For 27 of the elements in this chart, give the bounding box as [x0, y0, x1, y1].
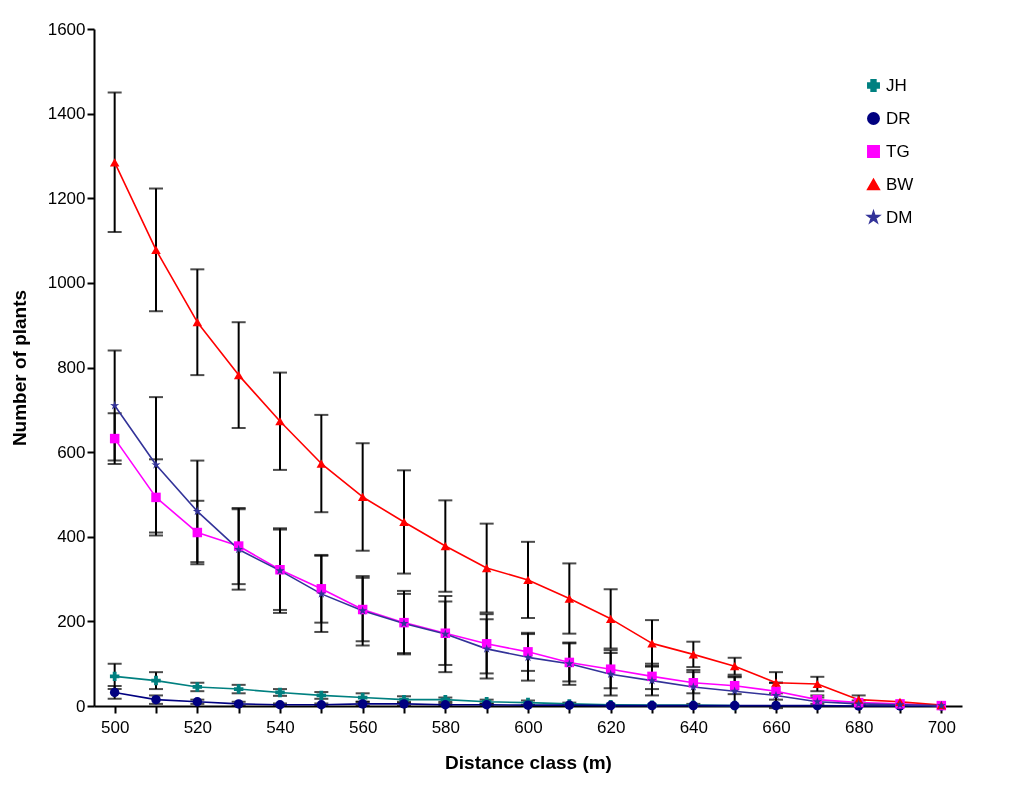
x-axis-title: Distance class (m)	[445, 751, 612, 773]
y-tick-label: 1600	[47, 19, 86, 39]
y-tick-label: 800	[57, 358, 86, 377]
y-axis-title: Number of plants	[8, 289, 30, 447]
x-tick-label: 500	[100, 717, 130, 737]
x-tick-label: 680	[844, 717, 874, 737]
x-tick-label: 620	[596, 717, 626, 737]
x-tick-label: 540	[266, 717, 295, 737]
y-tick-label: 1400	[47, 104, 86, 124]
y-tick-label: 200	[57, 611, 86, 631]
legend-label: TG	[886, 141, 910, 161]
y-tick-label: 600	[57, 442, 86, 462]
x-tick-label: 700	[927, 717, 957, 737]
legend-label: DM	[886, 207, 913, 227]
x-tick-label: 520	[183, 717, 213, 737]
legend-label: BW	[886, 174, 914, 194]
x-tick-label: 640	[679, 717, 709, 737]
y-tick-label: 1000	[47, 273, 86, 293]
x-tick-label: 580	[431, 717, 461, 737]
legend-label: JH	[886, 75, 907, 95]
y-tick-label: 400	[57, 527, 86, 547]
y-tick-label: 0	[76, 696, 86, 716]
x-tick-label: 560	[348, 717, 378, 737]
legend-label: DR	[886, 108, 911, 128]
y-tick-label: 1200	[47, 188, 86, 208]
x-tick-label: 600	[514, 717, 543, 737]
x-tick-label: 660	[762, 717, 791, 737]
